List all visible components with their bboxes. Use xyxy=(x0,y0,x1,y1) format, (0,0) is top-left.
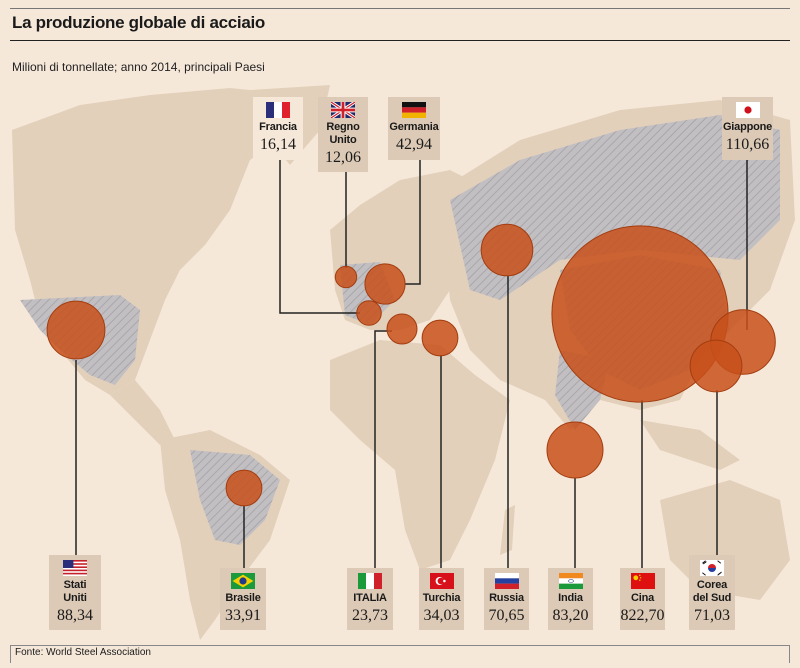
label-cina: Cina 822,70 xyxy=(620,568,665,630)
label-india: India 83,20 xyxy=(548,568,593,630)
label-stati-uniti: Stati Uniti 88,34 xyxy=(49,555,101,630)
bubble-in xyxy=(546,421,604,479)
top-rule xyxy=(10,8,790,9)
brazil-flag-icon xyxy=(231,573,255,589)
turkey-flag-icon xyxy=(429,573,454,589)
usa-flag-icon xyxy=(63,560,87,576)
uk-flag-icon xyxy=(331,102,355,118)
subtitle: Milioni di tonnellate; anno 2014, princi… xyxy=(12,60,265,74)
france-flag-icon xyxy=(266,102,290,118)
name: Corea del Sud xyxy=(692,579,732,604)
label-germania: Germania 42,94 xyxy=(388,97,440,160)
page-title: La produzione globale di acciaio xyxy=(12,13,265,32)
japan-flag-icon xyxy=(735,102,760,118)
label-turchia: Turchia 34,03 xyxy=(419,568,464,630)
name: Stati Uniti xyxy=(63,579,87,604)
label-italia: ITALIA 23,73 xyxy=(347,568,393,630)
italy-flag-icon xyxy=(358,573,382,589)
russia-flag-icon xyxy=(494,573,519,589)
india-flag-icon xyxy=(558,573,583,589)
bubble-fr xyxy=(356,300,382,326)
label-corea-del-sud: Corea del Sud 71,03 xyxy=(689,555,735,630)
bubble-us xyxy=(46,300,106,360)
label-giappone: Giappone 110,66 xyxy=(722,97,773,160)
name: Regno Unito xyxy=(326,121,360,146)
china-flag-icon xyxy=(630,573,655,589)
label-regno-unito: Regno Unito 12,06 xyxy=(318,97,368,172)
source-footer: Fonte: World Steel Association xyxy=(10,645,790,663)
label-francia: Francia 16,14 xyxy=(253,97,303,160)
bubble-it xyxy=(386,313,418,345)
bubble-uk xyxy=(334,265,358,289)
bubble-de xyxy=(364,263,406,305)
label-russia: Russia 70,65 xyxy=(484,568,529,630)
leader-lines xyxy=(75,160,748,568)
label-brasile: Brasile 33,91 xyxy=(220,568,266,630)
south-korea-flag-icon xyxy=(700,560,724,576)
germany-flag-icon xyxy=(402,102,426,118)
bubble-kr xyxy=(689,339,743,393)
bubble-ru xyxy=(480,223,534,277)
bubble-br xyxy=(225,469,263,507)
title-rule xyxy=(10,40,790,41)
bubble-tr xyxy=(421,319,459,357)
